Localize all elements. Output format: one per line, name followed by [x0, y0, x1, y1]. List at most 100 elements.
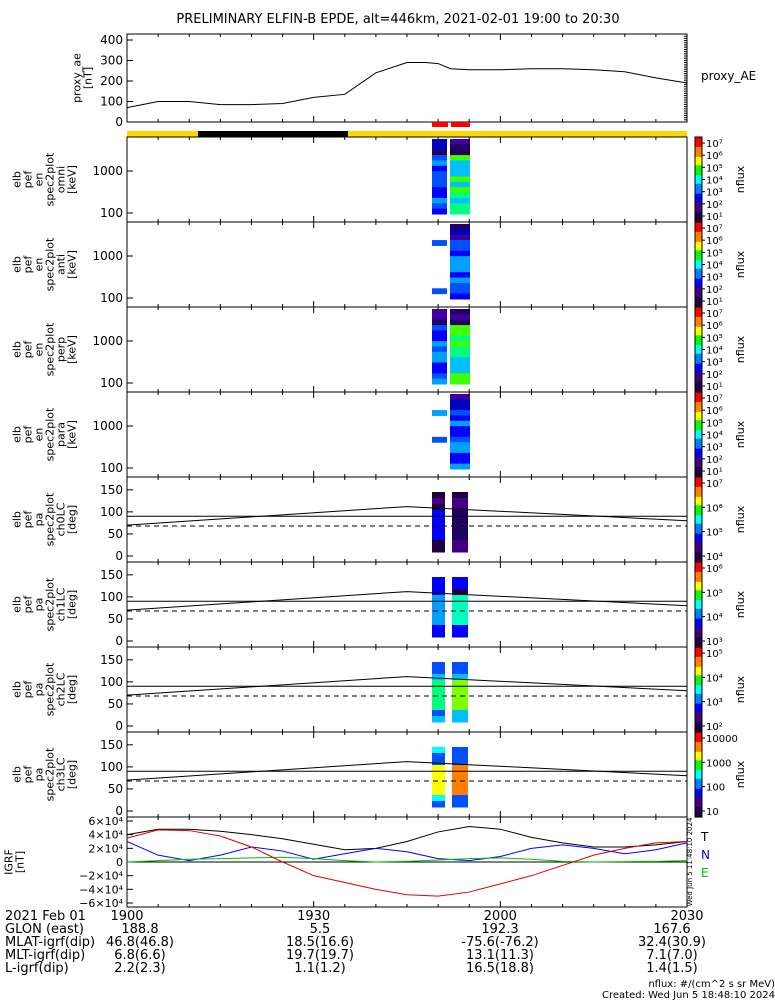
pa-colorbar-cell — [695, 798, 702, 801]
pa-ylabel-line: ch3LC — [54, 757, 67, 791]
spec-colorbar-cell — [695, 458, 702, 461]
spec-colorbar-cell — [695, 343, 702, 346]
spec-colorbar-cell — [695, 159, 702, 162]
spec-colorbar-cell — [695, 447, 702, 450]
spectrogram-cell — [432, 436, 447, 443]
igrf-y-tick-label: 4×10⁴ — [88, 829, 123, 842]
spec-colorbar-cell — [695, 423, 702, 426]
spec-colorbar-cell — [695, 318, 702, 321]
spec-y-tick-label: 100 — [100, 461, 123, 475]
pa-cell — [432, 783, 445, 790]
spec-colorbar-cell — [695, 401, 702, 404]
spec-colorbar-cell — [695, 209, 702, 212]
pa-colorbar-cell — [695, 513, 702, 516]
spec-colorbar-cell — [695, 474, 702, 477]
pa-colorbar-cell — [695, 783, 702, 786]
spec-colorbar-cell — [695, 254, 702, 257]
spec-colorbar-cell — [695, 223, 702, 226]
pa-colorbar-cell — [695, 620, 702, 623]
spec-colorbar-cell — [695, 389, 702, 392]
pa-colorbar-cell — [695, 607, 702, 610]
spec-colorbar-cell — [695, 168, 702, 171]
spec-colorbar-cell — [695, 433, 702, 436]
pa-colorbar-cell — [695, 484, 702, 487]
pa-colorbar-cell — [695, 702, 702, 705]
pa-colorbar-cell — [695, 614, 702, 617]
spectrogram-cell — [432, 351, 447, 358]
pa-colorbar-tick-label: 10⁴ — [706, 613, 723, 624]
pa-colorbar-cell — [695, 591, 702, 594]
spec-colorbar-cell — [695, 152, 702, 155]
pa-cell — [432, 668, 445, 675]
pa-y-tick-label: 100 — [100, 505, 123, 519]
spec-y-tick-label: 1000 — [92, 164, 123, 178]
spec-ylabel-line: en — [32, 258, 45, 272]
pa-colorbar-cell — [695, 608, 702, 611]
spec-frame — [126, 306, 688, 393]
pa-colorbar-cell — [695, 770, 702, 773]
spec-colorbar-cell — [695, 185, 702, 188]
spec-colorbar-cell — [695, 251, 702, 254]
pa-colorbar-cell — [695, 648, 702, 651]
spec-colorbar-cell — [695, 196, 702, 199]
spectrogram-cell — [450, 155, 470, 161]
spec-colorbar-cell — [695, 355, 702, 358]
pa-colorbar-cell — [695, 598, 702, 601]
spec-y-tick-label: 1000 — [92, 334, 123, 348]
pa-colorbar-cell — [695, 573, 702, 576]
pa-colorbar-cell — [695, 717, 702, 720]
spec-colorbar-cell — [695, 435, 702, 438]
pa-colorbar-cell — [695, 588, 702, 591]
spectrogram-cell — [450, 362, 470, 369]
spec-colorbar-cell — [695, 384, 702, 387]
spectrogram-cell — [450, 144, 470, 151]
spec-colorbar-tick-label: 10⁴ — [706, 346, 723, 357]
spec-colorbar-cell — [695, 258, 702, 261]
spec-ylabel-line: [keV] — [65, 420, 78, 449]
spec-colorbar-tick-label: 10⁶ — [706, 236, 723, 247]
spec-colorbar-tick-label: 10⁷ — [706, 224, 723, 235]
pa-colorbar-cell — [695, 482, 702, 485]
pa-colorbar-cell — [695, 624, 702, 627]
spec-colorbar-cell — [695, 339, 702, 342]
pa-colorbar-cell — [695, 542, 702, 545]
spec-colorbar-cell — [695, 180, 702, 183]
pa-colorbar-cell — [695, 713, 702, 716]
pa-colorbar-cell — [695, 523, 702, 526]
igrf-y-tick-label: 6×10⁴ — [88, 815, 123, 828]
spectrogram-cell — [432, 309, 447, 315]
pa-colorbar-cell — [695, 784, 702, 787]
spec-colorbar-cell — [695, 179, 702, 182]
pa-colorbar-cell — [695, 610, 702, 613]
spec-colorbar-cell — [695, 278, 702, 281]
pa-colorbar-cell — [695, 654, 702, 657]
spec-ylabel-line: spec2plot — [43, 237, 56, 291]
spec-colorbar-cell — [695, 253, 702, 256]
pa-colorbar-cell — [695, 673, 702, 676]
pa-ylabel-line: pa — [32, 598, 45, 612]
spec-ylabel-line: spec2plot — [43, 407, 56, 461]
spectrogram-cell — [450, 431, 470, 438]
pa-colorbar-cell — [695, 556, 702, 559]
spec-colorbar-tick-label: 10³ — [706, 443, 723, 454]
pa-cell — [452, 698, 468, 705]
ae-y-tick-label: 300 — [100, 54, 123, 68]
spec-colorbar-cell — [695, 427, 702, 430]
pa-colorbar-cell — [695, 807, 702, 810]
spec-colorbar-cell — [695, 365, 702, 368]
pa-cell — [452, 601, 468, 608]
spec-colorbar-cell — [695, 298, 702, 301]
spectrogram-cell — [450, 373, 470, 380]
pa-cell — [452, 546, 468, 553]
pa-ylabel-line: spec2plot — [43, 747, 56, 801]
x-row-label: 2021 Feb 01 — [5, 909, 86, 924]
spec-y-tick-label: 100 — [100, 206, 123, 220]
spec-colorbar-cell — [695, 350, 702, 353]
pa-colorbar-cell — [695, 664, 702, 667]
x-row-value: 16.5(18.8) — [466, 961, 534, 976]
pa-cell — [452, 625, 468, 632]
pa-colorbar-cell — [695, 726, 702, 729]
pa-cell — [452, 504, 468, 511]
pa-colorbar-cell — [695, 716, 702, 719]
